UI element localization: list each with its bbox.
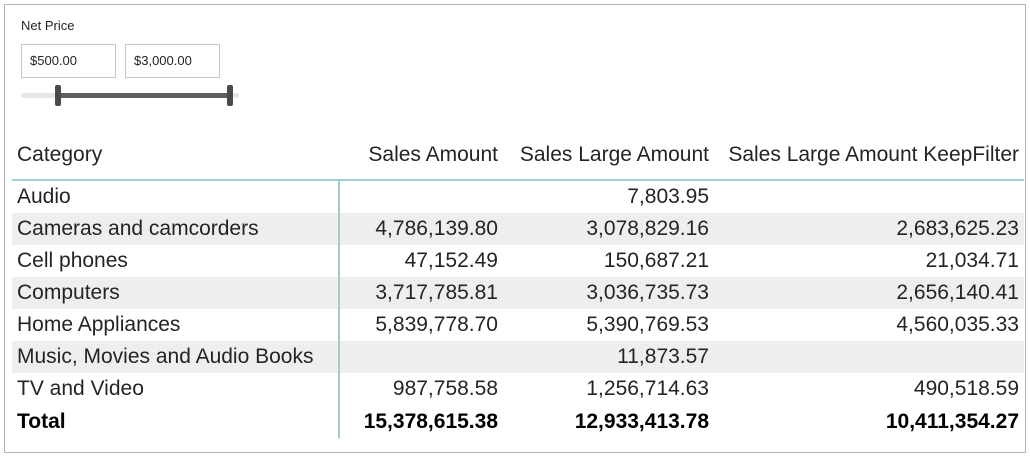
row-category: Home Appliances [12, 309, 340, 341]
row-sales-amount: 5,839,778.70 [375, 313, 498, 336]
table-row: Cell phones 47,152.49 150,687.21 21,034.… [12, 245, 1024, 277]
row-sales-large-keepfilter: 2,656,140.41 [714, 277, 1024, 309]
slicer-title: Net Price [21, 18, 75, 33]
row-sales-large-keepfilter: 2,683,625.23 [714, 213, 1024, 245]
row-sales-large-amount: 150,687.21 [603, 249, 709, 272]
row-sales-large-keepfilter [714, 341, 1024, 373]
slider-min-handle[interactable] [55, 85, 62, 106]
visual-container: Net Price $500.00 $3,000.00 Category Sal… [4, 4, 1026, 453]
row-category: Computers [12, 277, 340, 309]
row-sales-amount: 47,152.49 [404, 249, 498, 272]
row-sales-large-keepfilter: 490,518.59 [913, 377, 1019, 400]
header-category[interactable]: Category [12, 131, 339, 181]
table-row: Audio 7,803.95 [12, 180, 1024, 213]
row-sales-amount: 987,758.58 [392, 377, 498, 400]
total-sales-amount: 15,378,615.38 [363, 409, 498, 433]
table-row: Music, Movies and Audio Books 11,873.57 [12, 341, 1024, 373]
total-sales-large-keepfilter: 10,411,354.27 [885, 409, 1019, 433]
table-row: Home Appliances 5,839,778.70 5,390,769.5… [12, 309, 1024, 341]
row-sales-amount [339, 341, 503, 373]
table-row: TV and Video 987,758.58 1,256,714.63 490… [12, 373, 1024, 405]
slider-range-fill [58, 93, 231, 98]
row-sales-amount: 3,717,785.81 [339, 277, 503, 309]
row-sales-large-keepfilter: 21,034.71 [925, 249, 1019, 272]
row-sales-large-amount: 5,390,769.53 [586, 313, 709, 336]
data-table: Category Sales Amount Sales Large Amount… [12, 131, 1024, 438]
slicer-min-input[interactable]: $500.00 [21, 44, 116, 78]
slider-max-handle[interactable] [227, 85, 234, 106]
header-sales-amount[interactable]: Sales Amount [339, 131, 503, 181]
row-category: Music, Movies and Audio Books [12, 341, 340, 373]
row-category: Audio [12, 180, 340, 213]
table-row: Cameras and camcorders 4,786,139.80 3,07… [12, 213, 1024, 245]
row-sales-amount [339, 180, 503, 213]
row-sales-amount: 4,786,139.80 [339, 213, 503, 245]
row-category: Cell phones [12, 245, 340, 277]
header-sales-large-amount[interactable]: Sales Large Amount [503, 131, 714, 181]
row-sales-large-keepfilter: 4,560,035.33 [896, 313, 1019, 336]
row-sales-large-amount: 11,873.57 [503, 341, 714, 373]
row-category: TV and Video [12, 373, 340, 405]
row-category: Cameras and camcorders [12, 213, 340, 245]
row-sales-large-amount: 1,256,714.63 [586, 377, 709, 400]
row-sales-large-keepfilter [714, 180, 1024, 213]
slicer-max-input[interactable]: $3,000.00 [125, 44, 220, 78]
header-sales-large-keepfilter[interactable]: Sales Large Amount KeepFilter [714, 131, 1024, 181]
row-sales-large-amount: 3,078,829.16 [503, 213, 714, 245]
row-sales-large-amount: 7,803.95 [627, 185, 709, 208]
table-header-row: Category Sales Amount Sales Large Amount… [12, 131, 1024, 181]
total-label: Total [12, 405, 340, 438]
table-total-row: Total 15,378,615.38 12,933,413.78 10,411… [12, 405, 1024, 438]
total-sales-large-amount: 12,933,413.78 [574, 409, 709, 433]
row-sales-large-amount: 3,036,735.73 [503, 277, 714, 309]
table-row: Computers 3,717,785.81 3,036,735.73 2,65… [12, 277, 1024, 309]
